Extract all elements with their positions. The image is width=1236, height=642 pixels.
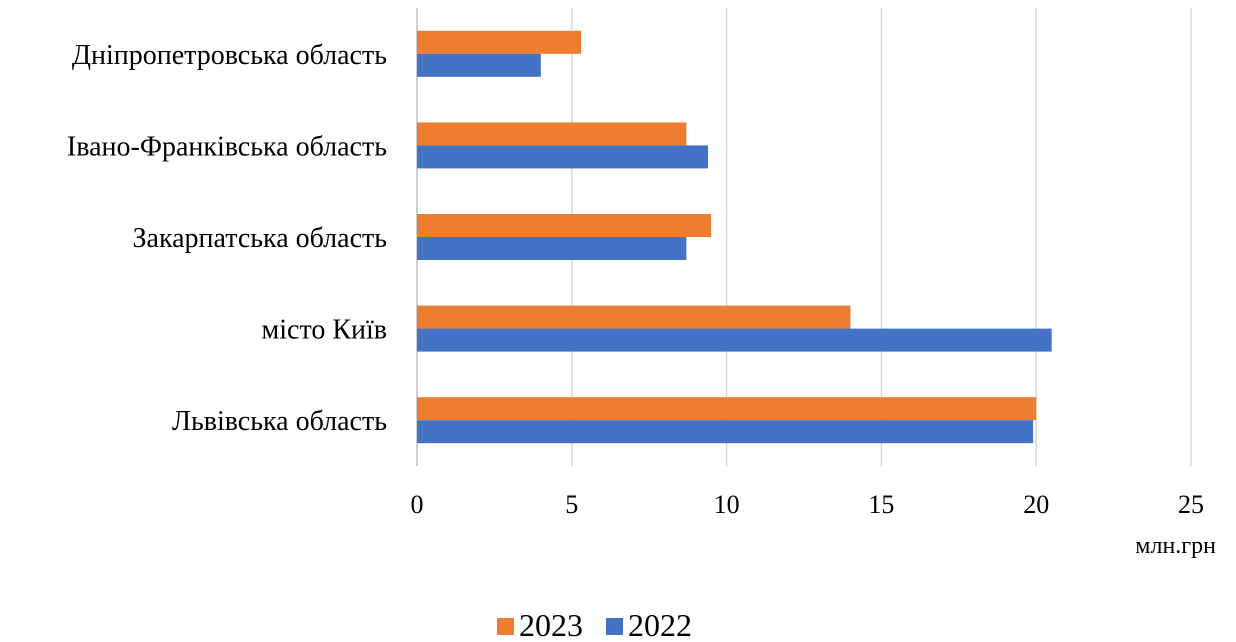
bar-2022 (417, 53, 541, 77)
bar-2023 (417, 397, 1037, 421)
x-tick-label: 0 (411, 490, 424, 519)
bar-2022 (417, 145, 709, 169)
x-tick-labels: 0 5 10 15 20 25 (411, 490, 1205, 519)
bar-2023 (417, 30, 582, 54)
category-label: Закарпатська область (132, 223, 387, 254)
bar-2023 (417, 214, 712, 237)
bar-2023 (417, 122, 687, 146)
legend-swatch-2022 (606, 618, 623, 635)
legend-swatch-2023 (497, 618, 514, 635)
category-label: Івано-Франківська область (67, 131, 387, 162)
legend-label-2022: 2022 (628, 607, 692, 642)
x-tick-label: 10 (714, 490, 740, 519)
bar-2023 (417, 305, 851, 329)
x-tick-label: 5 (565, 490, 578, 519)
bars (417, 30, 1052, 444)
category-label: Львівська область (172, 406, 387, 437)
bar-2022 (417, 328, 1052, 352)
category-labels: Дніпропетровська область Івано-Франківськ… (67, 40, 387, 437)
gridlines (571, 8, 1192, 466)
x-tick-label: 25 (1178, 490, 1204, 519)
category-label: місто Київ (262, 315, 387, 346)
legend: 2023 2022 (497, 607, 692, 642)
x-axis-unit-label: млн.грн (1135, 533, 1216, 559)
x-tick-label: 20 (1023, 490, 1049, 519)
bar-2022 (417, 420, 1034, 444)
legend-label-2023: 2023 (519, 607, 583, 642)
category-label: Дніпропетровська область (72, 40, 387, 71)
x-tick-label: 15 (868, 490, 894, 519)
bar-2022 (417, 237, 687, 260)
